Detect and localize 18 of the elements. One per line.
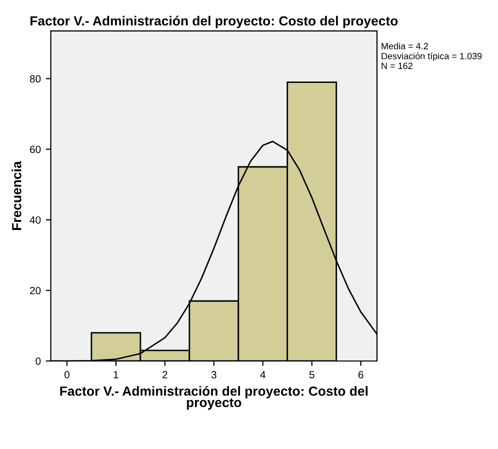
y-tick-label: 20 [30, 286, 41, 294]
x-tick-label: 0 [64, 370, 70, 378]
y-axis-title: Frecuencia [12, 161, 22, 230]
y-tick-label: 40 [30, 216, 41, 224]
y-tick-label: 60 [30, 146, 41, 154]
y-tick-label: 0 [36, 357, 41, 365]
x-tick-label: 3 [211, 370, 216, 378]
text: N = 162 [382, 62, 412, 70]
x-tick-label: 6 [358, 370, 364, 378]
x-tick-label: 5 [309, 371, 314, 378]
text: Media = 4.2 [382, 42, 428, 50]
y-tick-label: 80 [30, 75, 41, 83]
x-tick-label: 1 [114, 371, 118, 378]
text: Desviación típica = 1.039 [382, 52, 482, 62]
x-tick-label: 4 [260, 371, 266, 378]
x-tick-label: 2 [162, 370, 168, 378]
chart-title: Factor V.- Administración del proyecto: Costo del proyecto [30, 16, 398, 28]
x-axis-title: Factor V.- Administración del proyecto: Costo del proyecto [60, 386, 368, 410]
